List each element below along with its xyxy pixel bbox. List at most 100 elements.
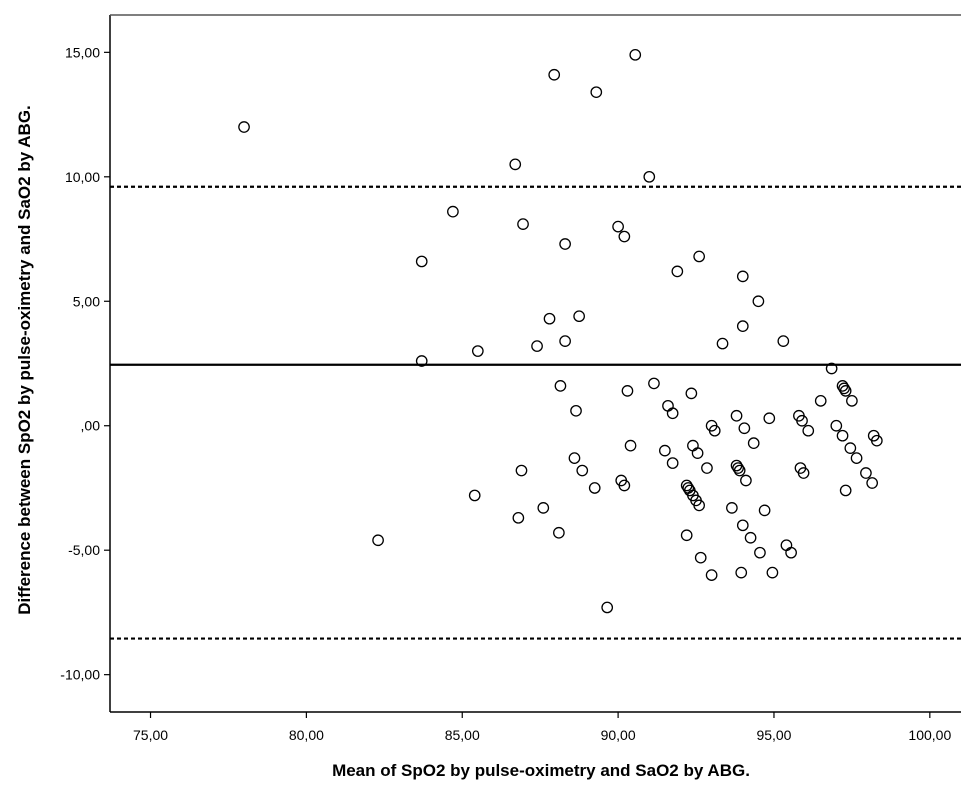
data-point [537,502,550,514]
data-point [662,399,674,412]
data-point [618,230,631,243]
data-point [659,444,671,457]
x-axis-title: Mean of SpO2 by pulse-oximetry and SaO2 … [332,761,750,780]
axes: -10,00 -5,00 ,00 5,00 10,00 15,00 75,00 80,00 85… [60,14,961,743]
y-tick-label: -10,00 [60,667,100,683]
data-point [666,457,679,469]
data-point [730,409,743,422]
data-point [839,484,852,497]
data-point [238,121,250,133]
data-points [238,48,883,614]
data-point [766,566,779,579]
data-point [738,422,751,435]
data-point [860,467,872,479]
x-tick-label: 95,00 [756,727,791,743]
data-point [830,419,843,432]
data-point [680,529,693,542]
data-point [612,220,624,233]
data-point [694,551,707,564]
data-point [509,158,522,171]
data-point [846,394,858,407]
data-point [415,355,428,367]
data-point [736,320,749,333]
data-point [372,534,384,547]
data-point [708,424,721,437]
data-point [866,477,879,489]
data-point [618,479,631,492]
data-point [726,502,738,514]
data-point [629,48,642,61]
x-tick-label: 75,00 [133,727,168,743]
data-point [624,439,637,452]
data-point [554,380,567,392]
data-point [570,404,582,417]
data-point [839,385,852,397]
y-tick-label: 15,00 [65,44,100,60]
data-point [777,335,790,347]
data-point [736,519,749,532]
y-axis-title: Difference between SpO2 by pulse-oximetr… [15,105,34,615]
data-point [666,407,679,420]
data-point [758,504,771,517]
data-point [517,218,529,230]
data-point [531,340,543,352]
x-tick-label: 85,00 [445,727,480,743]
data-point [447,205,459,218]
data-point [802,424,815,437]
data-point [844,442,857,454]
data-point [838,382,850,395]
data-point [543,312,556,325]
data-point [553,526,565,539]
data-point [740,474,752,487]
data-point [796,414,808,427]
data-point [870,434,883,447]
data-point [735,566,748,579]
data-point [716,337,729,350]
data-point [754,546,766,559]
data-point [685,387,698,400]
data-point [515,464,528,477]
data-point [752,295,765,308]
data-point [559,335,571,347]
data-point [573,310,585,323]
y-tick-label: 10,00 [65,169,100,185]
data-point [747,437,760,450]
data-point [471,345,484,357]
data-point [648,377,660,390]
data-point [797,467,810,479]
y-tick-label: -5,00 [68,542,100,558]
data-point [415,255,428,268]
data-point [836,429,849,442]
data-point [601,601,614,614]
x-tick-label: 90,00 [601,727,636,743]
x-tick-label: 100,00 [908,727,951,743]
reference-lines [110,185,961,640]
data-point [693,499,706,512]
data-point [825,362,838,375]
data-point [559,238,571,250]
data-point [850,452,863,464]
data-point [763,412,776,425]
data-point [468,489,481,502]
data-point [671,265,684,278]
data-point [693,250,706,263]
data-point [780,539,793,552]
data-point [621,385,634,397]
y-tick-label: 5,00 [73,293,100,309]
x-tick-label: 80,00 [289,727,324,743]
data-point [548,68,561,81]
data-point [701,462,713,474]
data-point [705,569,718,581]
data-point [691,447,704,459]
data-point [733,464,746,477]
data-point [814,394,827,407]
data-point [590,86,603,99]
data-point [736,270,749,283]
data-point [512,511,525,524]
y-tick-label: ,00 [81,418,101,434]
data-point [744,531,757,544]
data-point [732,462,744,474]
data-point [687,439,699,452]
